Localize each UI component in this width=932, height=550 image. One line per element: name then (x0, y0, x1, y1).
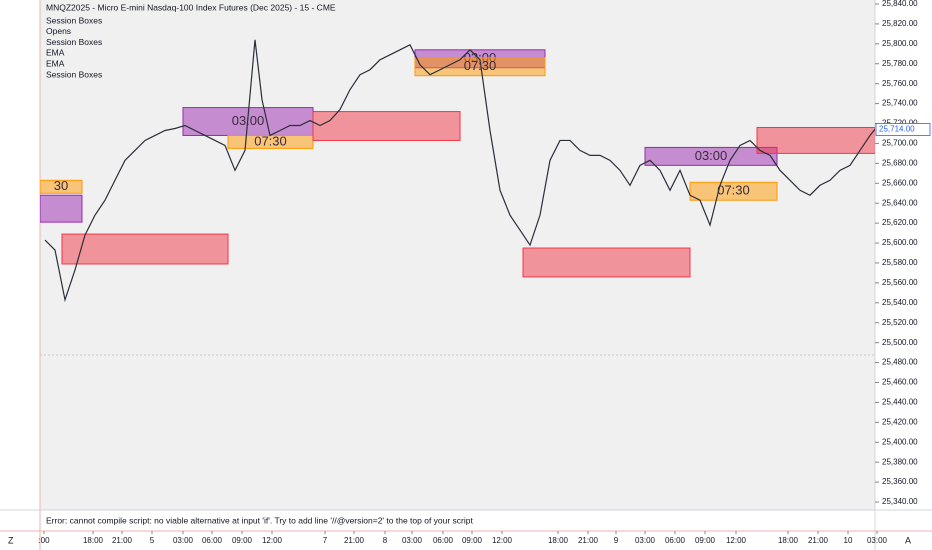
x-tick-label: 18:00 (548, 536, 569, 545)
y-tick-label: 25,820.00 (882, 19, 918, 28)
y-tick-label: 25,440.00 (882, 398, 918, 407)
x-tick-label: 18:00 (83, 536, 104, 545)
x-tick-label: 12:00 (262, 536, 283, 545)
x-tick-label: 03:00 (173, 536, 194, 545)
x-tick-label: 9 (614, 536, 619, 545)
session-box (61, 233, 229, 265)
y-tick-label: 25,520.00 (882, 318, 918, 327)
x-tick-label: 12:00 (726, 536, 747, 545)
x-tick-label: 09:00 (462, 536, 483, 545)
x-tick-label: 03:00 (402, 536, 423, 545)
y-tick-label: 25,680.00 (882, 158, 918, 167)
error-text: Error: cannot compile script: no viable … (46, 515, 474, 525)
x-tick-label: 18:00 (778, 536, 799, 545)
y-tick-label: 25,840.00 (882, 0, 918, 8)
y-tick-label: 25,780.00 (882, 59, 918, 68)
y-tick-label: 25,460.00 (882, 378, 918, 387)
y-tick-label: 25,400.00 (882, 437, 918, 446)
session-box (40, 194, 83, 223)
x-tick-label: 7 (323, 536, 328, 545)
y-tick-label: 25,800.00 (882, 39, 918, 48)
x-tick-label: 8 (383, 536, 388, 545)
box-label: 30 (54, 178, 68, 193)
session-box (414, 57, 546, 77)
session-box (756, 127, 875, 154)
x-tick-label: 03:00 (867, 536, 888, 545)
x-tick-label: 06:00 (665, 536, 686, 545)
box-label: 07:30 (464, 58, 497, 73)
footer-left[interactable]: Z (8, 535, 14, 545)
x-tick-label: :00 (38, 536, 50, 545)
legend-item: EMA (46, 48, 65, 58)
x-tick-label: 06:00 (202, 536, 223, 545)
y-tick-label: 25,380.00 (882, 457, 918, 466)
session-box (644, 146, 778, 166)
y-tick-label: 25,540.00 (882, 298, 918, 307)
legend-item: Session Boxes (46, 69, 102, 79)
x-tick-label: 12:00 (492, 536, 513, 545)
y-tick-label: 25,660.00 (882, 178, 918, 187)
y-tick-label: 25,500.00 (882, 338, 918, 347)
session-box (312, 111, 461, 141)
y-tick-label: 25,480.00 (882, 358, 918, 367)
legend-item: Session Boxes (46, 37, 102, 47)
box-label: 07:30 (254, 133, 287, 148)
y-tick-label: 25,620.00 (882, 218, 918, 227)
last-price-label: 25,714.00 (879, 125, 915, 134)
x-tick-label: 21:00 (578, 536, 599, 545)
y-tick-label: 25,580.00 (882, 258, 918, 267)
legend-item: Opens (46, 26, 71, 36)
x-tick-label: 21:00 (112, 536, 133, 545)
y-tick-label: 25,760.00 (882, 79, 918, 88)
x-tick-label: 5 (150, 536, 155, 545)
footer-right[interactable]: A (905, 535, 911, 545)
legend-item: EMA (46, 58, 65, 68)
box-label: 03:00 (695, 148, 728, 163)
legend-item: Session Boxes (46, 15, 102, 25)
price-line (44, 39, 875, 303)
y-tick-label: 25,600.00 (882, 238, 918, 247)
y-tick-label: 25,700.00 (882, 139, 918, 148)
chart-title: MNQZ2025 - Micro E-mini Nasdaq-100 Index… (46, 2, 336, 12)
session-box (40, 179, 83, 194)
session-box (522, 247, 691, 278)
y-tick-label: 25,640.00 (882, 198, 918, 207)
y-tick-label: 25,340.00 (882, 497, 918, 506)
x-tick-label: 03:00 (635, 536, 656, 545)
x-tick-label: 21:00 (808, 536, 829, 545)
session-box (689, 181, 778, 201)
y-tick-label: 25,360.00 (882, 477, 918, 486)
x-tick-label: 09:00 (232, 536, 253, 545)
x-tick-label: 09:00 (695, 536, 716, 545)
box-label: 07:30 (717, 183, 750, 198)
y-tick-label: 25,740.00 (882, 99, 918, 108)
x-tick-label: 06:00 (433, 536, 454, 545)
y-tick-label: 25,560.00 (882, 278, 918, 287)
last-price-tag (875, 123, 931, 136)
y-tick-label: 25,420.00 (882, 417, 918, 426)
x-tick-label: 21:00 (344, 536, 365, 545)
x-tick-label: 10 (844, 536, 853, 545)
